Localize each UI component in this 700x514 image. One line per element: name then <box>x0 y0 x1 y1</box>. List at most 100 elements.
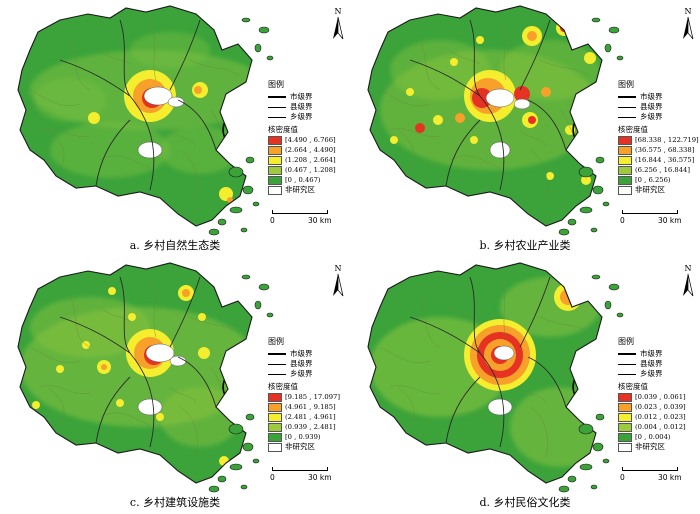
north-arrow: N <box>328 6 348 42</box>
town-boundary <box>47 129 65 171</box>
legend-class-item: [0.039 , 0.061] <box>618 392 700 402</box>
town-boundary <box>539 316 591 334</box>
island <box>266 55 274 61</box>
island <box>266 312 274 318</box>
legend-class-label: (0.004 , 0.012] <box>635 423 686 431</box>
island <box>228 166 244 178</box>
density-hotspot <box>116 399 124 407</box>
density-hotspot <box>194 86 202 94</box>
density-hotspot <box>182 289 190 297</box>
density-hotspot <box>476 36 484 44</box>
county-boundary <box>169 276 201 348</box>
legend-boundary-item: 乡级界 <box>618 369 700 379</box>
scale-bar-line <box>272 210 328 214</box>
density-hotspot <box>128 313 136 321</box>
legend-class-item: [0 , 0.939) <box>268 432 350 442</box>
island <box>592 185 604 195</box>
county-boundary <box>527 356 567 408</box>
county-boundary <box>129 95 155 191</box>
island <box>245 156 255 164</box>
island <box>608 26 620 34</box>
scale-distance: 30 km <box>308 216 332 225</box>
legend-class-item: (1.208 , 2.664] <box>268 155 350 165</box>
county-boundary <box>95 376 131 444</box>
legend-class-item: (0.004 , 0.012] <box>618 422 700 432</box>
town-boundary <box>419 296 441 348</box>
map-legend: 图例 市级界 县级界 乡级界 核密度值 [4.490 , 6.766] (2.664 , 4… <box>268 80 350 195</box>
legend-non-study-label: 非研究区 <box>285 442 315 451</box>
island <box>208 485 220 493</box>
legend-class-item: (4.961 , 9.185] <box>268 402 350 412</box>
island <box>258 26 270 34</box>
island <box>608 283 620 291</box>
county-boundary <box>527 99 567 151</box>
non-study-area <box>137 141 163 159</box>
panel-caption: a. 乡村自然生态类 <box>129 239 221 252</box>
density-hotspot <box>596 463 602 475</box>
legend-boundary-label: 市级界 <box>640 349 663 358</box>
map-legend: 图例 市级界 县级界 乡级界 核密度值 [0.039 , 0.061] (0.023 , 0… <box>618 337 700 452</box>
town-boundary <box>179 149 198 201</box>
non-study-area <box>487 398 513 416</box>
legend-class-label: (1.208 , 2.664] <box>285 156 336 164</box>
town-boundary <box>397 386 415 428</box>
scale-bar-line <box>272 467 328 471</box>
island <box>579 206 593 214</box>
legend-boundary-item: 县级界 <box>618 102 700 112</box>
island <box>604 300 612 310</box>
scale-distance: 30 km <box>658 216 682 225</box>
density-map <box>367 262 624 493</box>
density-band <box>30 297 150 357</box>
legend-boundary-label: 乡级界 <box>290 369 313 378</box>
town-boundary <box>419 39 441 91</box>
legend-line-symbol <box>268 106 286 108</box>
county-boundary <box>445 376 481 444</box>
legend-class-item: (6.256 , 16.844] <box>618 165 700 175</box>
scale-zero: 0 <box>620 216 625 225</box>
non-study-area <box>493 345 515 361</box>
legend-non-study-item: 非研究区 <box>618 185 700 195</box>
legend-title: 图例 <box>268 80 284 89</box>
city-boundary <box>222 366 233 398</box>
legend-class-item: [0 , 6.256) <box>618 175 700 185</box>
legend-line-symbol <box>268 353 286 355</box>
island <box>229 463 243 471</box>
legend-density-title: 核密度值 <box>268 382 298 391</box>
legend-class-item: [0 , 0.004) <box>618 432 700 442</box>
legend-class-item: [0 , 0.467) <box>268 175 350 185</box>
county-boundary <box>409 59 481 97</box>
legend-non-study-item: 非研究区 <box>268 185 350 195</box>
town-boundary <box>449 49 481 65</box>
density-hotspot <box>101 364 107 370</box>
legend-boundary-item: 县级界 <box>618 359 700 369</box>
legend-line-symbol <box>268 363 286 365</box>
legend-swatch <box>618 135 632 145</box>
legend-swatch <box>618 145 632 155</box>
legend-class-label: [0.039 , 0.061] <box>635 393 686 401</box>
island <box>578 166 594 178</box>
county-boundary <box>59 316 131 354</box>
non-study-area <box>137 398 163 416</box>
density-hotspot <box>556 20 572 36</box>
legend-class-item: (0.467 , 1.208] <box>268 165 350 175</box>
town-boundary <box>189 316 241 334</box>
town-boundary <box>529 406 548 458</box>
legend-swatch <box>268 155 282 165</box>
island <box>567 475 577 483</box>
map-panel: N 图例 市级界 县级界 乡级界 核密度值 [4.490 , 6.766] (2.664 , … <box>0 0 350 257</box>
density-hotspot <box>56 365 64 373</box>
density-hotspot <box>198 313 206 321</box>
density-hotspot <box>541 87 551 97</box>
legend-swatch <box>268 402 282 412</box>
island <box>229 206 243 214</box>
legend-swatch <box>618 175 632 185</box>
north-label: N <box>335 264 342 273</box>
county-boundary <box>409 316 481 354</box>
density-map <box>17 5 274 236</box>
scale-distance: 30 km <box>308 473 332 482</box>
density-band <box>160 387 240 447</box>
town-boundary <box>379 346 431 363</box>
density-band <box>130 32 210 68</box>
county-boundary <box>119 19 131 97</box>
density-hotspot <box>390 136 398 144</box>
